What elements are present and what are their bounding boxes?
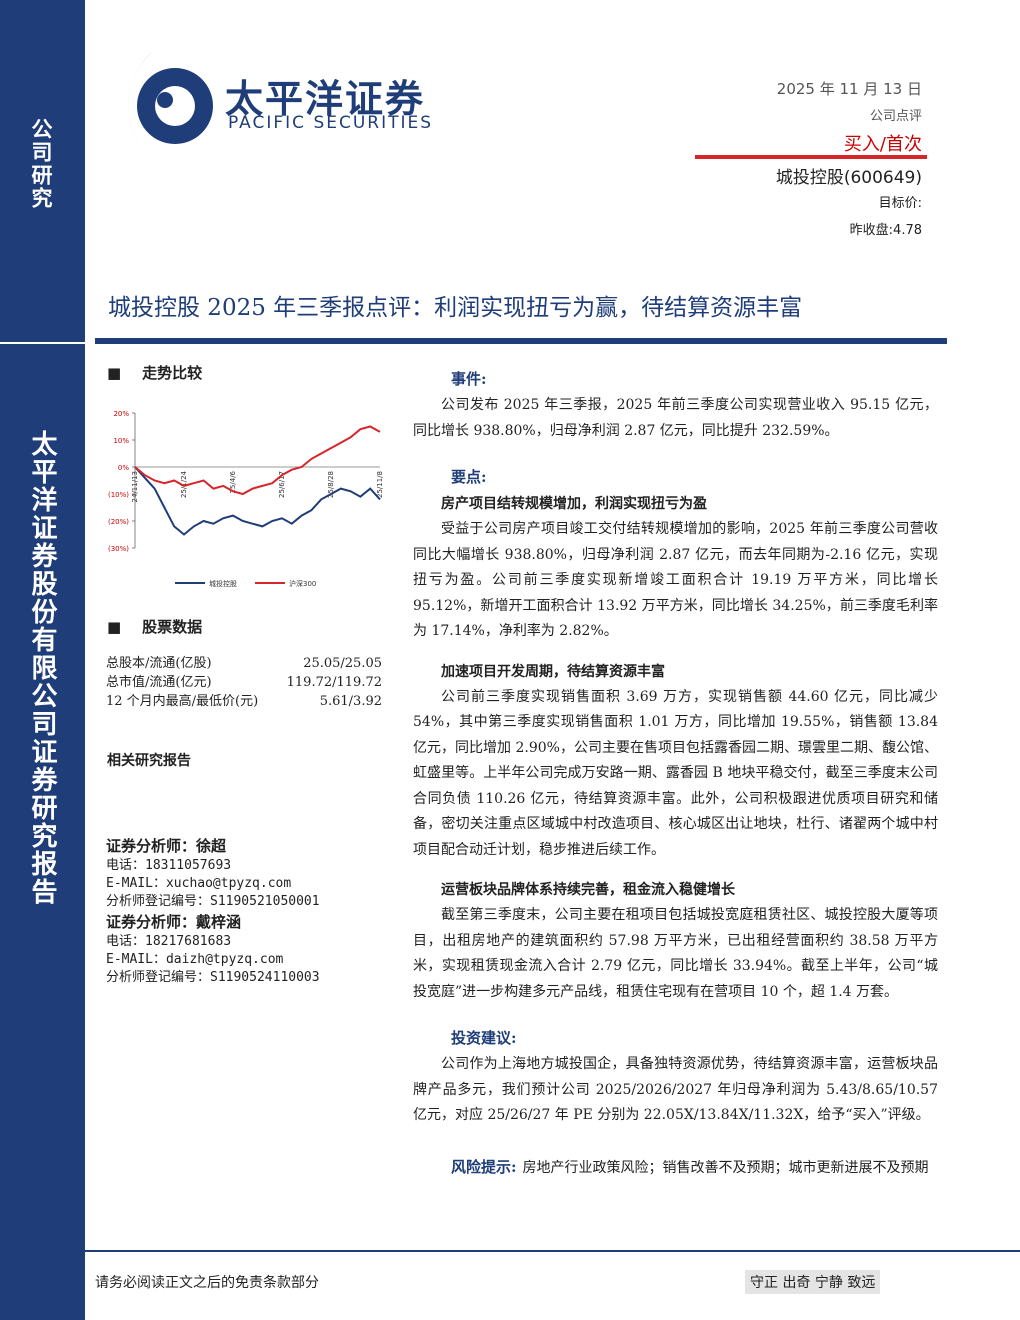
section-heading: 投资建议: xyxy=(451,1029,517,1047)
x-tick-label: 24/11/13 xyxy=(131,471,139,502)
cell-label: 12 个月内最高/最低价(元) xyxy=(106,694,259,709)
paragraph: 公司发布 2025 年三季报，2025 年前三季度公司实现营业收入 95.15 … xyxy=(413,397,938,439)
paragraph: 公司前三季度实现销售面积 3.69 万方，实现销售额 44.60 亿元，同比减少… xyxy=(413,688,938,858)
sidebar-top: 公司研究 xyxy=(29,118,54,210)
y-tick-label: (20%) xyxy=(108,518,129,526)
analysts: 证券分析师：徐超 电话：18311057693 E-MAIL：xuchao@tpyz… xyxy=(106,835,396,987)
risk-text: 房地产行业政策风险；销售改善不及预期；城市更新进展不及预期 xyxy=(522,1159,929,1176)
y-tick-label: 0% xyxy=(118,464,129,472)
x-tick-label: 25/1/24 xyxy=(180,470,188,498)
y-tick-label: (30%) xyxy=(108,545,129,553)
footer-left: 请务必阅读正文之后的免责条款部分 xyxy=(95,1275,319,1291)
cell-label: 总股本/流通(亿股) xyxy=(106,656,212,671)
related: 相关研究报告 xyxy=(107,753,191,769)
risk: 风险提示: 房地产行业政策风险；销售改善不及预期；城市更新进展不及预期 xyxy=(413,1155,938,1182)
section-heading: 事件: xyxy=(451,370,487,388)
logo-mark xyxy=(128,32,213,181)
sub-heading: 房产项目结转规模增加，利润实现扭亏为盈 xyxy=(441,496,707,512)
y-tick-label: 10% xyxy=(113,437,129,445)
title: 城投控股 2025 年三季报点评：利润实现扭亏为赢，待结算资源丰富 xyxy=(108,295,803,321)
prev-close: 昨收盘:4.78 xyxy=(849,223,922,238)
date: 2025 年 11 月 13 日 xyxy=(776,80,922,98)
logo-cn: 太平洋证券 xyxy=(225,77,426,121)
legend-label: 沪深300 xyxy=(289,579,316,588)
cell-label: 总市值/流通(亿元) xyxy=(106,675,212,690)
stock-heading: ■ 股票数据 xyxy=(107,618,203,636)
x-tick-label: 25/8/28 xyxy=(327,471,335,498)
sidebar: 公司研究 太平洋证券股份有限公司证券研究报告 xyxy=(0,0,85,1320)
text: 股票数据 xyxy=(142,618,203,636)
analyst-phone: 电话：18217681683 xyxy=(106,934,232,949)
report-type: 公司点评 xyxy=(869,109,922,124)
paragraph: 公司作为上海地方城投国企，具备独特资源优势，待结算资源丰富，运营板块品牌产品多元… xyxy=(413,1056,938,1123)
table-row: 总股本/流通(亿股) 25.05/25.05 xyxy=(106,654,382,673)
text: 走势比较 xyxy=(142,364,203,382)
rule xyxy=(695,155,927,159)
series-line xyxy=(134,466,381,536)
divider xyxy=(0,342,85,344)
series-line xyxy=(134,425,381,496)
x-tick-label: 25/4/6 xyxy=(229,470,237,493)
analyst-email: E-MAIL：xuchao@tpyzq.com xyxy=(106,876,292,891)
y-tick-label: 20% xyxy=(113,410,129,418)
stock: 城投控股(600649) xyxy=(775,168,922,188)
sub-heading: 加速项目开发周期，待结算资源丰富 xyxy=(441,663,665,680)
table-row: 12 个月内最高/最低价(元) 5.61/3.92 xyxy=(106,692,382,711)
trend-heading: ■ 走势比较 xyxy=(107,364,203,382)
x-tick-label: 25/6/17 xyxy=(278,471,286,498)
target-price: 目标价: xyxy=(878,196,922,211)
rating: 买入/首次 xyxy=(843,134,922,155)
body: 事件: 公司发布 2025 年三季报，2025 年前三季度公司实现营业收入 95.… xyxy=(413,368,938,1181)
analyst-phone: 电话：18311057693 xyxy=(106,858,232,873)
risk-heading: 风险提示: xyxy=(451,1157,517,1176)
title-rule xyxy=(95,338,947,344)
analyst-reg: 分析师登记编号：S1190524110003 xyxy=(106,970,320,985)
sidebar-main: 太平洋证券股份有限公司证券研究报告 xyxy=(27,430,57,906)
sub-heading: 运营板块品牌体系持续完善，租金流入稳健增长 xyxy=(441,882,735,898)
x-tick-label: 25/11/8 xyxy=(376,471,384,498)
paragraph: 受益于公司房产项目竣工交付结转规模增加的影响，2025 年前三季度公司营收同比大… xyxy=(413,521,938,639)
cell-value: 25.05/25.05 xyxy=(303,656,382,671)
paragraph: 截至第三季度末，公司主要在租项目包括城投宽庭租赁社区、城投控股大厦等项目，出租房… xyxy=(413,907,938,1000)
analyst-name: 证券分析师：戴梓涵 xyxy=(106,913,242,931)
analyst-reg: 分析师登记编号：S1190521050001 xyxy=(106,894,320,909)
analyst-email: E-MAIL：daizh@tpyzq.com xyxy=(106,952,284,967)
logo-en: PACIFIC SECURITIES xyxy=(228,113,434,133)
table-row: 总市值/流通(亿元) 119.72/119.72 xyxy=(106,673,382,692)
legend-label: 城投控股 xyxy=(209,579,237,588)
footer-rule xyxy=(85,1250,1020,1252)
analyst-name: 证券分析师：徐超 xyxy=(106,837,227,855)
footer-right: 守正 出奇 宁静 致远 xyxy=(745,1270,881,1294)
stock-table: 总股本/流通(亿股) 25.05/25.05 总市值/流通(亿元) 119.72/11… xyxy=(106,654,382,711)
y-tick-label: (10%) xyxy=(108,491,129,499)
section-heading: 要点: xyxy=(451,468,487,486)
cell-value: 119.72/119.72 xyxy=(286,675,382,690)
cell-value: 5.61/3.92 xyxy=(319,694,382,709)
chart: 20% 10% 0% (10%) (20%) (30%) 24/11/13 25/1/24 25… xyxy=(108,410,384,588)
